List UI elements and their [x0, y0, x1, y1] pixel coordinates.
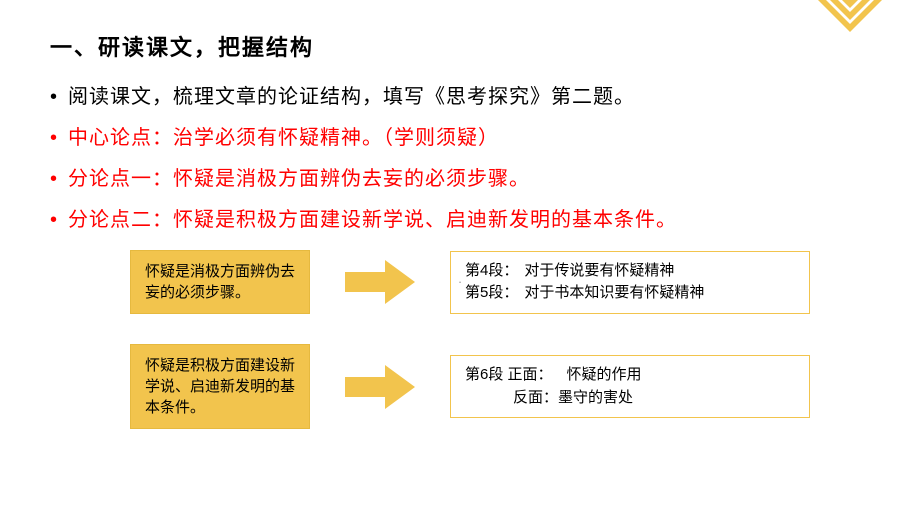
slide-content: 一、研读课文，把握结构 •阅读课文，梳理文章的论证结构，填写《思考探究》第二题。…	[0, 0, 920, 479]
line-text: 分论点一：怀疑是消极方面辨伪去妄的必须步骤。	[68, 168, 530, 190]
right-row-content: 对于传说要有怀疑精神	[524, 260, 795, 283]
arrow-icon	[340, 260, 420, 304]
section-heading: 一、研读课文，把握结构	[50, 30, 870, 62]
page-marker: .	[454, 271, 466, 286]
bullet: •	[50, 127, 68, 150]
right-row-label: 第5段：	[465, 282, 518, 305]
diagram-row: 怀疑是消极方面辨伪去妄的必须步骤。 第4段： 第5段： 对于传说要有怀疑精神 对…	[130, 250, 870, 314]
arrow-shape	[345, 365, 415, 409]
diagram-right-box: 第6段 正面： 怀疑的作用 反面： 墨守的害处	[450, 355, 810, 418]
right-row-content: 墨守的害处	[558, 387, 633, 410]
corner-decoration	[800, 0, 900, 72]
right-row-label: 第4段：	[465, 260, 518, 283]
right-row-label: 第6段 正面：	[465, 364, 553, 387]
diagram-right-box: 第4段： 第5段： 对于传说要有怀疑精神 对于书本知识要有怀疑精神	[450, 251, 810, 314]
right-row-content: 对于书本知识要有怀疑精神	[524, 282, 795, 305]
body-line: •阅读课文，梳理文章的论证结构，填写《思考探究》第二题。	[50, 80, 870, 109]
line-text: 阅读课文，梳理文章的论证结构，填写《思考探究》第二题。	[68, 86, 635, 108]
arrow-shape	[345, 260, 415, 304]
bullet: •	[50, 168, 68, 191]
diagram-row: 怀疑是积极方面建设新学说、启迪新发明的基本条件。 第6段 正面： 怀疑的作用 反…	[130, 344, 870, 429]
body-line: •分论点一：怀疑是消极方面辨伪去妄的必须步骤。	[50, 162, 870, 191]
line-text: 中心论点：治学必须有怀疑精神。（学则须疑）	[68, 127, 499, 149]
right-row-label: 反面：	[513, 387, 558, 410]
body-line: •分论点二：怀疑是积极方面建设新学说、启迪新发明的基本条件。	[50, 203, 870, 232]
body-line: •中心论点：治学必须有怀疑精神。（学则须疑）	[50, 121, 870, 150]
diagram-left-box: 怀疑是消极方面辨伪去妄的必须步骤。	[130, 250, 310, 314]
line-text: 分论点二：怀疑是积极方面建设新学说、启迪新发明的基本条件。	[68, 209, 677, 231]
right-row-content: 怀疑的作用	[567, 364, 642, 387]
bullet: •	[50, 86, 68, 109]
arrow-icon	[340, 365, 420, 409]
diagram-left-box: 怀疑是积极方面建设新学说、启迪新发明的基本条件。	[130, 344, 310, 429]
bullet: •	[50, 209, 68, 232]
